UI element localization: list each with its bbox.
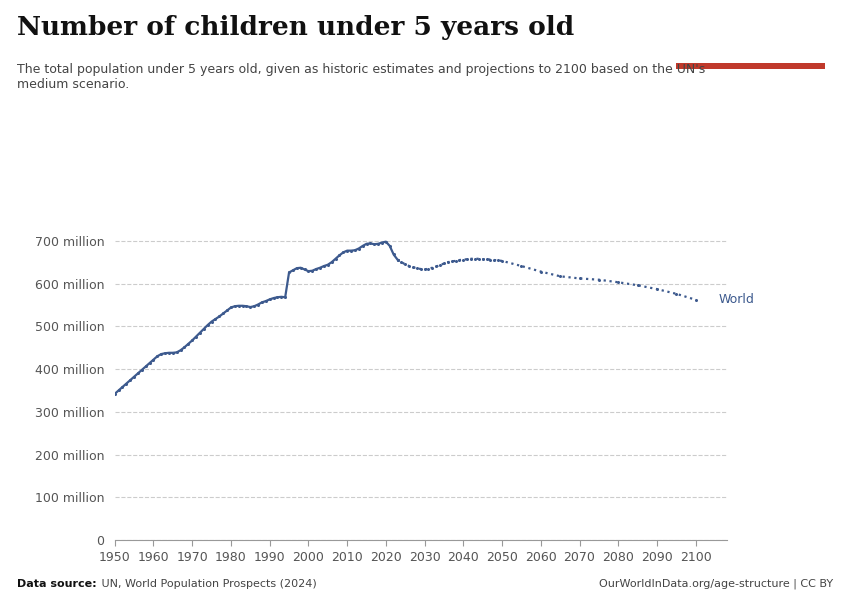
Text: Data source:: Data source: <box>17 579 97 589</box>
Text: Our World: Our World <box>717 20 784 33</box>
Text: UN, World Population Prospects (2024): UN, World Population Prospects (2024) <box>98 579 316 589</box>
Text: in Data: in Data <box>726 39 774 52</box>
Text: OurWorldInData.org/age-structure | CC BY: OurWorldInData.org/age-structure | CC BY <box>599 578 833 589</box>
Bar <box>676 63 824 69</box>
Text: World: World <box>719 293 755 307</box>
Text: Number of children under 5 years old: Number of children under 5 years old <box>17 15 575 40</box>
Text: The total population under 5 years old, given as historic estimates and projecti: The total population under 5 years old, … <box>17 63 706 91</box>
